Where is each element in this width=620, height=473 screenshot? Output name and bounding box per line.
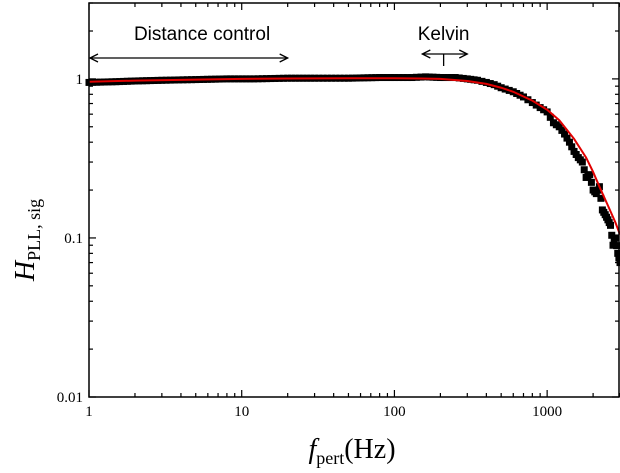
data-point bbox=[455, 74, 463, 82]
data-point bbox=[447, 74, 455, 82]
y-axis-label-sub: PLL, sig bbox=[24, 199, 44, 261]
data-point bbox=[440, 74, 448, 82]
data-point bbox=[608, 231, 616, 239]
x-axis-label-sub: pert bbox=[316, 448, 344, 468]
annotation-arrowhead-right bbox=[458, 49, 469, 59]
annotation-arrowhead-left bbox=[420, 49, 431, 59]
data-point bbox=[444, 74, 452, 82]
data-point bbox=[576, 156, 584, 164]
x-tick-label: 10 bbox=[234, 404, 249, 420]
annotations-layer: Distance control Kelvin bbox=[88, 24, 470, 66]
x-axis-label: fpert(Hz) bbox=[308, 434, 395, 468]
data-point bbox=[605, 219, 613, 227]
data-point bbox=[580, 166, 588, 174]
data-point bbox=[417, 73, 425, 81]
data-point bbox=[412, 73, 420, 81]
data-point bbox=[451, 74, 459, 82]
data-point bbox=[540, 106, 548, 114]
series-layer bbox=[85, 73, 620, 267]
data-point bbox=[425, 73, 433, 81]
x-axis-label-unit: (Hz) bbox=[344, 434, 395, 465]
data-point bbox=[433, 73, 441, 81]
y-axis-label-main: H bbox=[10, 259, 41, 282]
x-tick-label: 1 bbox=[85, 404, 93, 420]
data-point bbox=[478, 77, 486, 85]
data-point bbox=[524, 96, 532, 104]
series-fit-line bbox=[88, 77, 620, 235]
data-point bbox=[565, 138, 573, 146]
data-point bbox=[609, 241, 617, 249]
data-point bbox=[572, 151, 580, 159]
annotation-label: Distance control bbox=[134, 24, 270, 45]
data-point bbox=[594, 186, 602, 194]
data-point bbox=[603, 213, 611, 221]
data-point bbox=[558, 126, 566, 134]
y-tick-label: 1 bbox=[76, 72, 84, 88]
annotation-label: Kelvin bbox=[418, 24, 470, 45]
series-measured bbox=[85, 73, 620, 267]
data-point bbox=[532, 101, 540, 109]
data-point bbox=[610, 238, 618, 246]
data-point bbox=[552, 121, 560, 129]
data-point bbox=[429, 73, 437, 81]
data-point bbox=[561, 130, 569, 138]
data-point bbox=[597, 194, 605, 202]
y-tick-label: 0.01 bbox=[57, 390, 83, 406]
x-axis-label-main: f bbox=[308, 434, 319, 465]
x-tick-label: 100 bbox=[383, 404, 406, 420]
y-tick-label: 0.1 bbox=[64, 231, 83, 247]
data-point bbox=[422, 73, 430, 81]
y-axis-label: HPLL, sig bbox=[10, 199, 44, 282]
annotation-distance-control: Distance control bbox=[88, 24, 290, 63]
data-point bbox=[563, 134, 571, 142]
data-point bbox=[459, 74, 467, 82]
axes-layer: 1 10 100 1000 0.01 0.1 1 bbox=[57, 2, 620, 420]
x-tick-label: 1000 bbox=[532, 404, 562, 420]
data-point bbox=[600, 208, 608, 216]
data-point bbox=[546, 113, 554, 121]
annotation-arrowhead-left bbox=[88, 53, 99, 63]
data-point bbox=[486, 80, 494, 88]
data-point bbox=[615, 254, 620, 262]
data-point bbox=[568, 143, 576, 151]
annotation-arrowhead-right bbox=[279, 53, 290, 63]
data-point bbox=[482, 78, 490, 86]
data-point bbox=[436, 74, 444, 82]
data-point bbox=[528, 99, 536, 107]
annotation-kelvin: Kelvin bbox=[418, 24, 470, 66]
plot-frame bbox=[88, 2, 620, 398]
data-point bbox=[584, 172, 592, 180]
data-point bbox=[587, 178, 595, 186]
data-point bbox=[470, 76, 478, 84]
